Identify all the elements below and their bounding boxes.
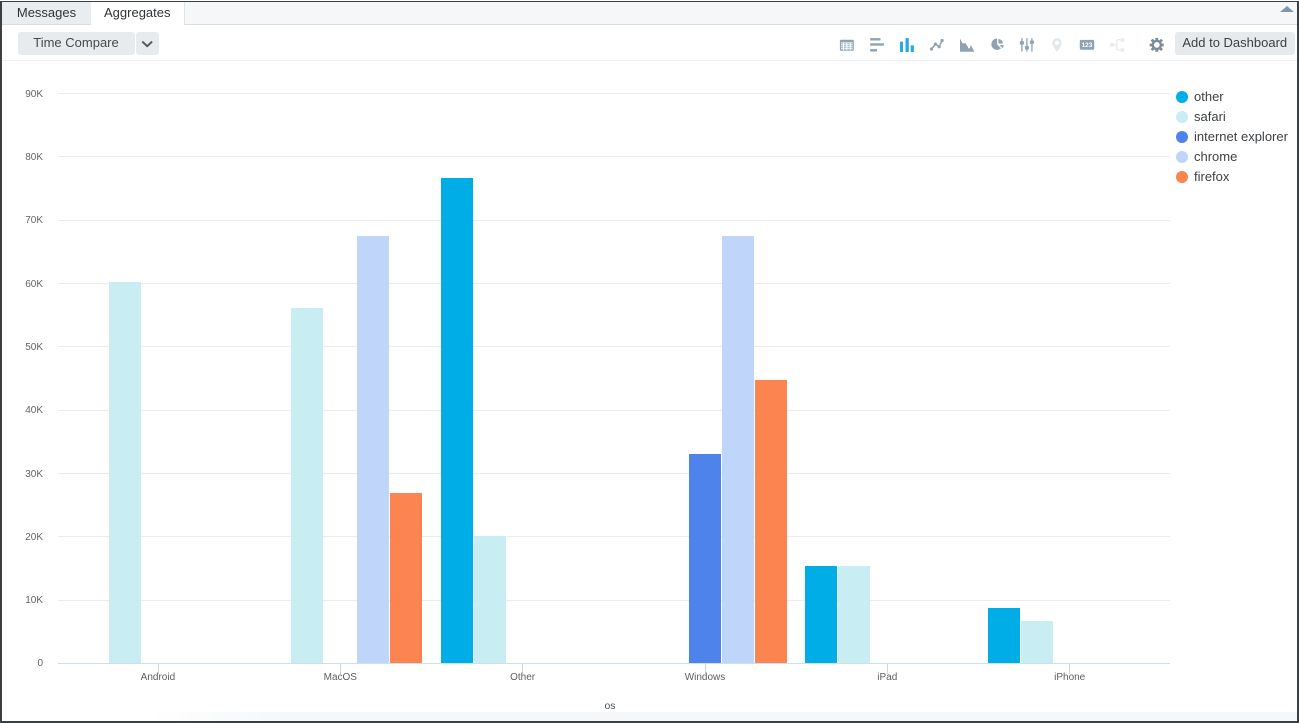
svg-text:123: 123 xyxy=(1082,42,1093,49)
